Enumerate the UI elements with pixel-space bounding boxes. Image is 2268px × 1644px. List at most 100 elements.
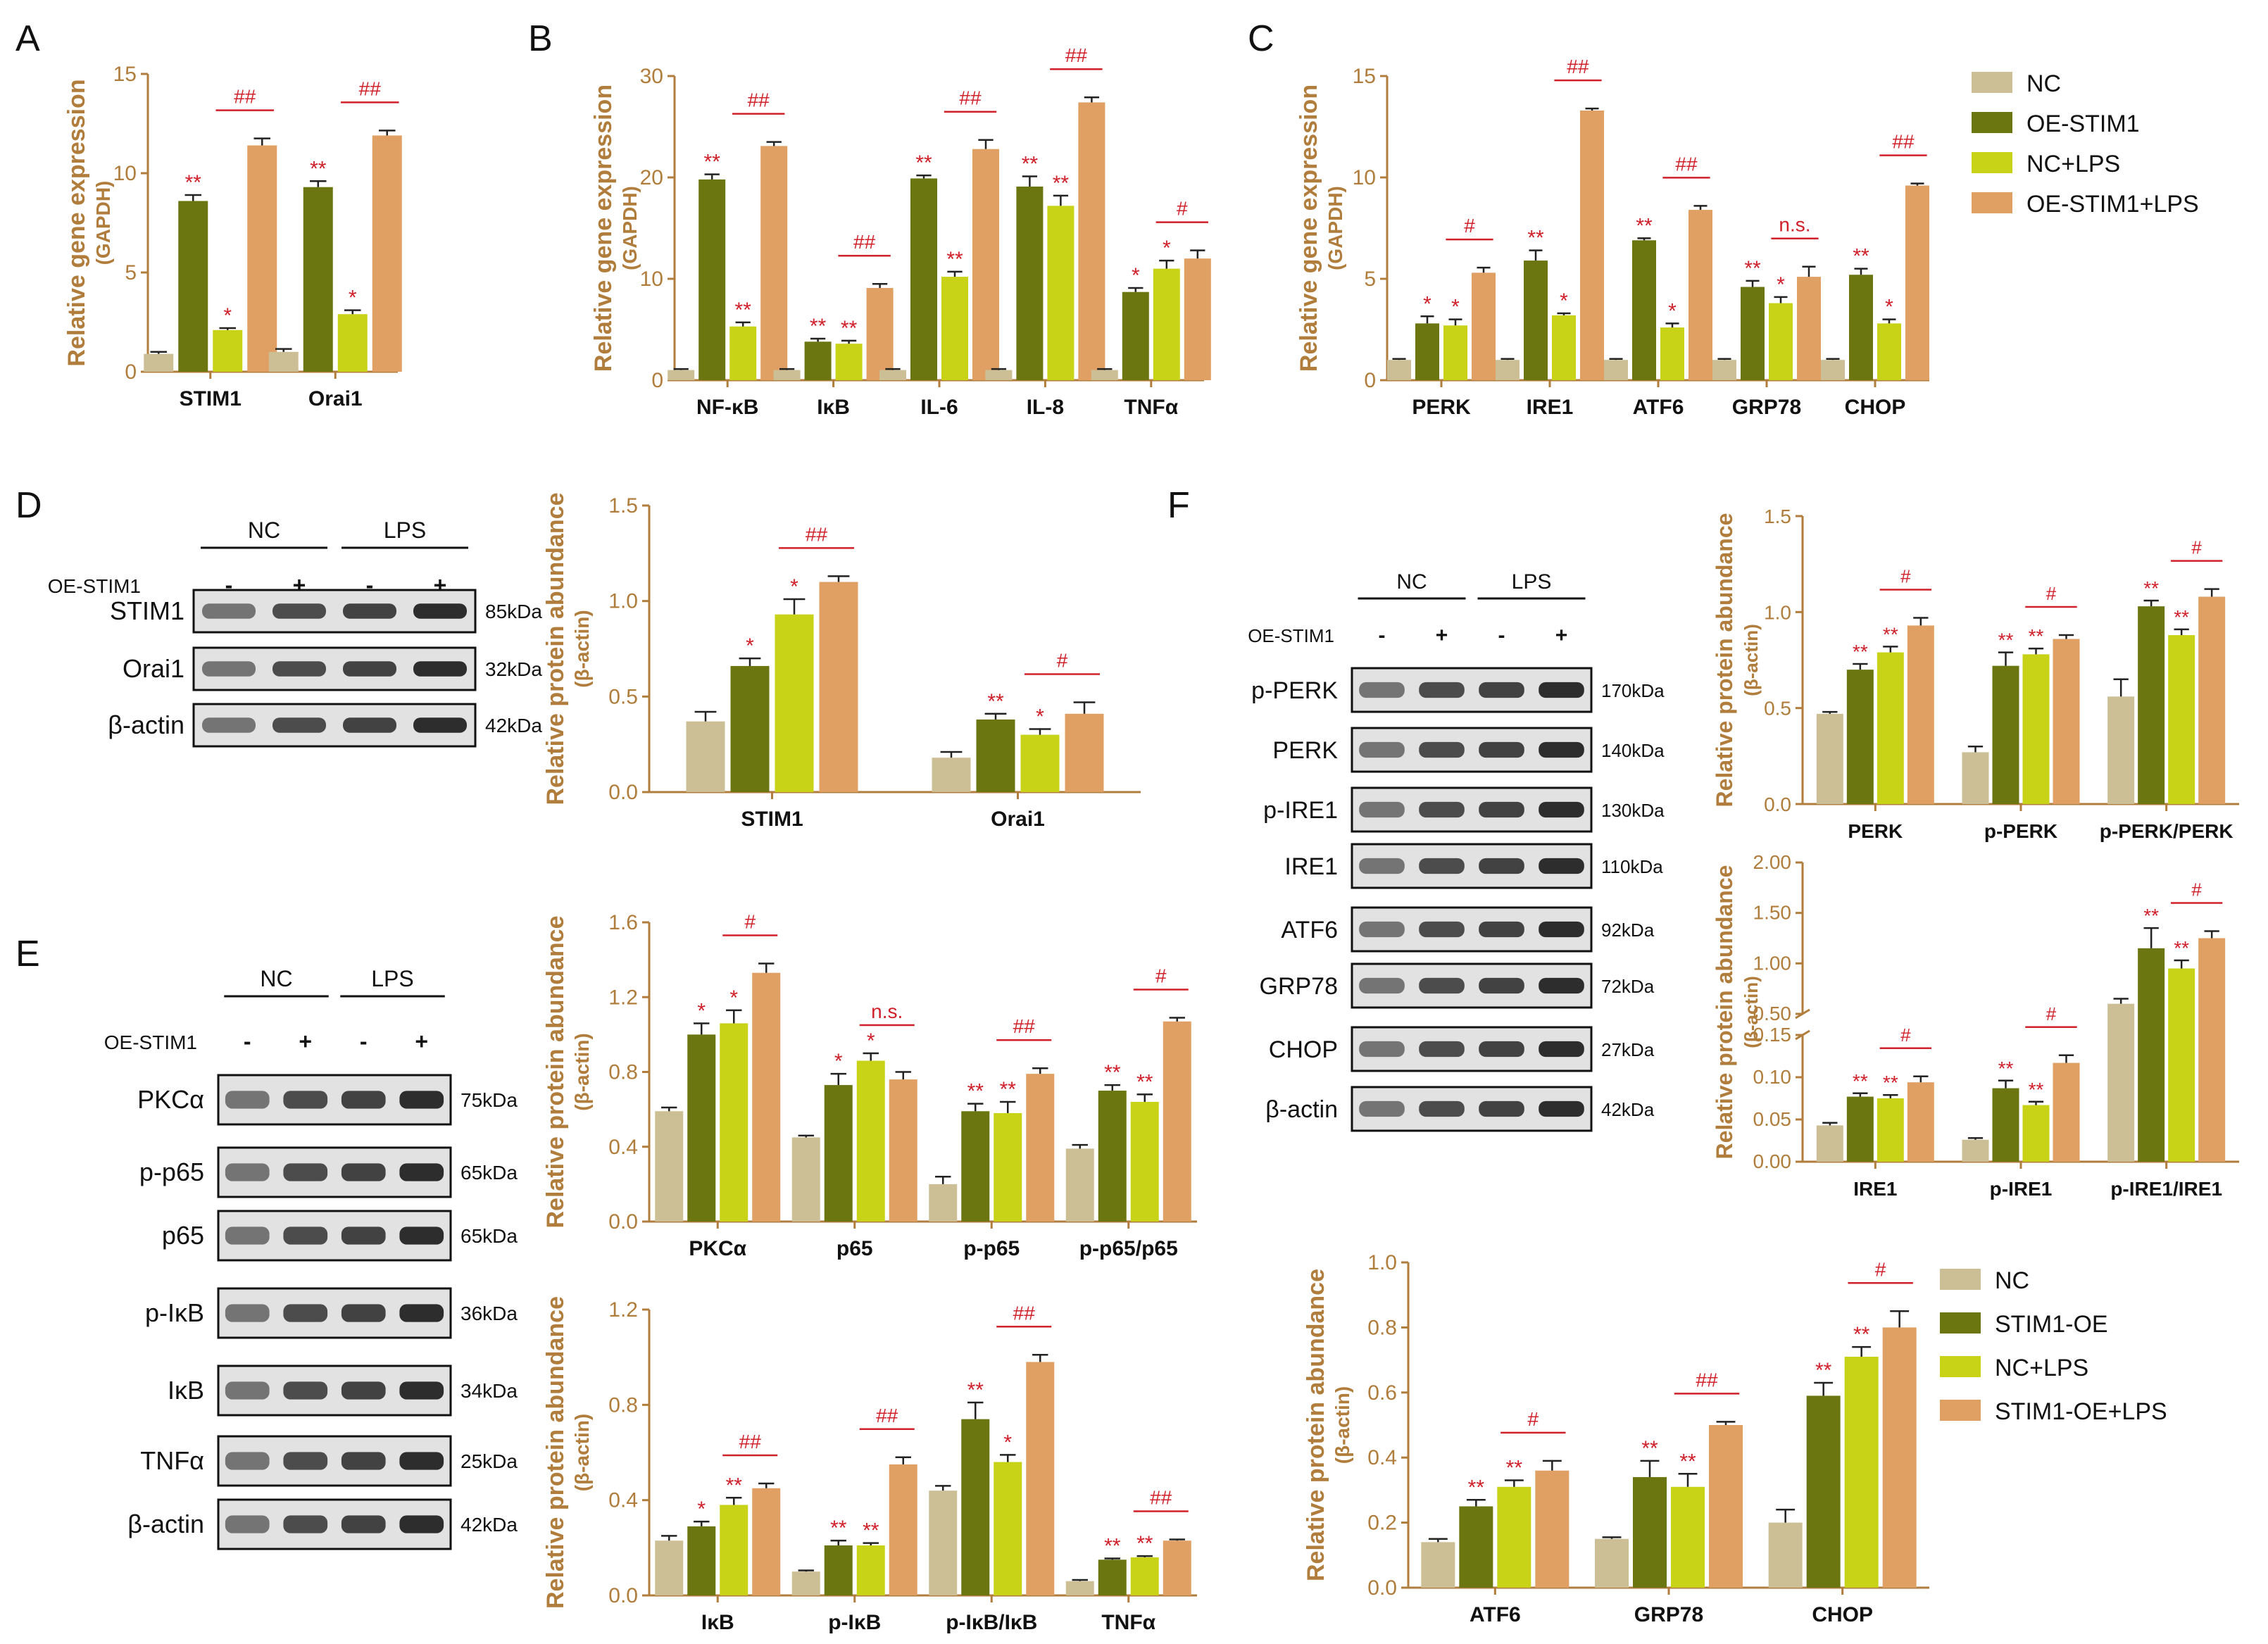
blot-group-label: LPS [1512, 570, 1552, 594]
blot-band [283, 1381, 328, 1400]
legend-swatch-oe-stim1-lps [1940, 1400, 1981, 1421]
significance-mark: ** [2174, 606, 2189, 628]
bar-nc-lps [994, 1112, 1022, 1222]
blot-row-label: p-IκB [145, 1298, 204, 1327]
significance-mark: ** [1998, 629, 2014, 651]
comparison-mark: n.s. [1779, 214, 1810, 236]
blot-sign: + [1555, 624, 1568, 647]
bar-oe-stim1 [961, 1111, 990, 1222]
bar-nc-lps [2168, 635, 2195, 804]
blot-sign: - [360, 1029, 368, 1054]
legend-label: STIM1-OE+LPS [1995, 1398, 2167, 1425]
blot-row-label: β-actin [108, 710, 184, 739]
blot-band [1479, 682, 1524, 698]
blot-band [1479, 1041, 1524, 1058]
blot-kda-label: 36kDa [461, 1303, 518, 1324]
y-axis-subtitle: (β-actin) [571, 1414, 593, 1491]
significance-mark: * [1777, 273, 1785, 296]
significance-mark: * [697, 999, 706, 1022]
x-tick-label: NF-κB [696, 396, 758, 419]
y-axis-subtitle: (GAPDH) [92, 181, 114, 265]
blot-band [202, 661, 256, 677]
bar-nc-lps [775, 614, 814, 792]
panel-letter-f: F [1167, 485, 1190, 526]
blot-kda-label: 42kDa [485, 715, 542, 736]
bar-nc-lps [835, 344, 863, 380]
blot-band [413, 717, 467, 733]
x-tick-label: TNFα [1101, 1611, 1155, 1634]
blot-band [1359, 1041, 1405, 1058]
significance-mark: * [1163, 237, 1171, 260]
legend-label: OE-STIM1 [2026, 111, 2140, 137]
significance-mark: ** [2143, 577, 2159, 599]
blot-band [399, 1452, 444, 1470]
bar-oe-stim1 [1016, 186, 1044, 380]
bar-oe-stim1-lps [889, 1079, 917, 1222]
bar-nc-lps [1497, 1486, 1531, 1588]
y-axis-subtitle: (β-actin) [1332, 1386, 1353, 1464]
blot-band [283, 1226, 328, 1245]
blot-group-label: LPS [384, 517, 426, 543]
y-tick-label: 0.5 [1764, 698, 1791, 720]
bar-oe-stim1 [976, 719, 1015, 792]
significance-mark: * [1560, 289, 1568, 313]
comparison-mark: ## [359, 77, 382, 99]
bar-oe-stim1-lps [1580, 110, 1604, 380]
significance-mark: ** [915, 151, 932, 175]
blot-row-label: β-actin [127, 1510, 204, 1538]
blot-band [1479, 921, 1524, 938]
bar-oe-stim1-lps [866, 287, 894, 380]
legend-swatch-nc-lps [1940, 1356, 1981, 1377]
bar-oe-stim1 [1122, 291, 1149, 380]
bar-oe-stim1-lps [2198, 938, 2226, 1162]
blot-band [413, 603, 467, 619]
significance-mark: ** [1679, 1450, 1696, 1473]
bar-nc [929, 1184, 958, 1222]
bar-oe-stim1 [961, 1419, 990, 1595]
blot-band [1419, 682, 1465, 698]
blot-group-label: LPS [371, 966, 413, 991]
significance-mark: * [834, 1050, 843, 1073]
legend-label: NC+LPS [1995, 1355, 2088, 1381]
bar-oe-stim1 [804, 341, 832, 380]
bar-oe-stim1-lps [1184, 258, 1211, 380]
legend-protein-abundance: NC STIM1-OE NC+LPS STIM1-OE+LPS [1940, 1267, 2167, 1425]
bar-oe-stim1-lps [1163, 1021, 1191, 1222]
panel-letter-a: A [15, 18, 40, 59]
comparison-mark: # [1057, 649, 1068, 671]
bar-nc-lps [1877, 1098, 1904, 1162]
y-tick-label: 0.8 [608, 1061, 638, 1084]
legend-gene-expression: NC OE-STIM1 NC+LPS OE-STIM1+LPS [1972, 70, 2199, 218]
legend-label: STIM1-OE [1995, 1311, 2108, 1338]
significance-mark: ** [1104, 1061, 1121, 1084]
bar-oe-stim1 [730, 665, 770, 792]
y-tick-label: 1.6 [608, 911, 638, 934]
bar-oe-stim1 [178, 201, 208, 372]
blot-band [343, 717, 396, 733]
blot-band [225, 1226, 270, 1245]
bar-oe-stim1-lps [1882, 1327, 1917, 1588]
y-tick-label: 0.6 [1367, 1381, 1397, 1405]
significance-mark: ** [830, 1517, 847, 1540]
comparison-mark: n.s. [871, 1000, 903, 1022]
bar-oe-stim1-lps [1535, 1470, 1570, 1588]
bar-nc-lps [1769, 303, 1793, 380]
blot-row-label: p65 [162, 1221, 204, 1250]
blot-kda-label: 65kDa [461, 1225, 518, 1247]
blot-band [202, 717, 256, 733]
y-axis-title: Relative protein abundance [1712, 513, 1737, 808]
blot-sign: - [1379, 624, 1386, 647]
comparison-mark: ## [1150, 1486, 1172, 1508]
significance-mark: * [1423, 292, 1431, 315]
y-tick-label: 0.2 [1367, 1512, 1397, 1535]
y-tick-label: 0.00 [1753, 1150, 1792, 1172]
bar-oe-stim1 [2138, 948, 2165, 1162]
blot-row-label: ATF6 [1281, 917, 1338, 943]
y-tick-label: 1.2 [608, 1298, 638, 1322]
x-tick-label: p-p65/p65 [1079, 1237, 1178, 1260]
blot-treatment-label: OE-STIM1 [48, 575, 141, 597]
blot-row-label: TNFα [140, 1446, 204, 1475]
x-tick-label: PERK [1412, 396, 1471, 419]
blot-group-label: NC [260, 966, 292, 991]
bar-nc-lps [856, 1060, 885, 1222]
